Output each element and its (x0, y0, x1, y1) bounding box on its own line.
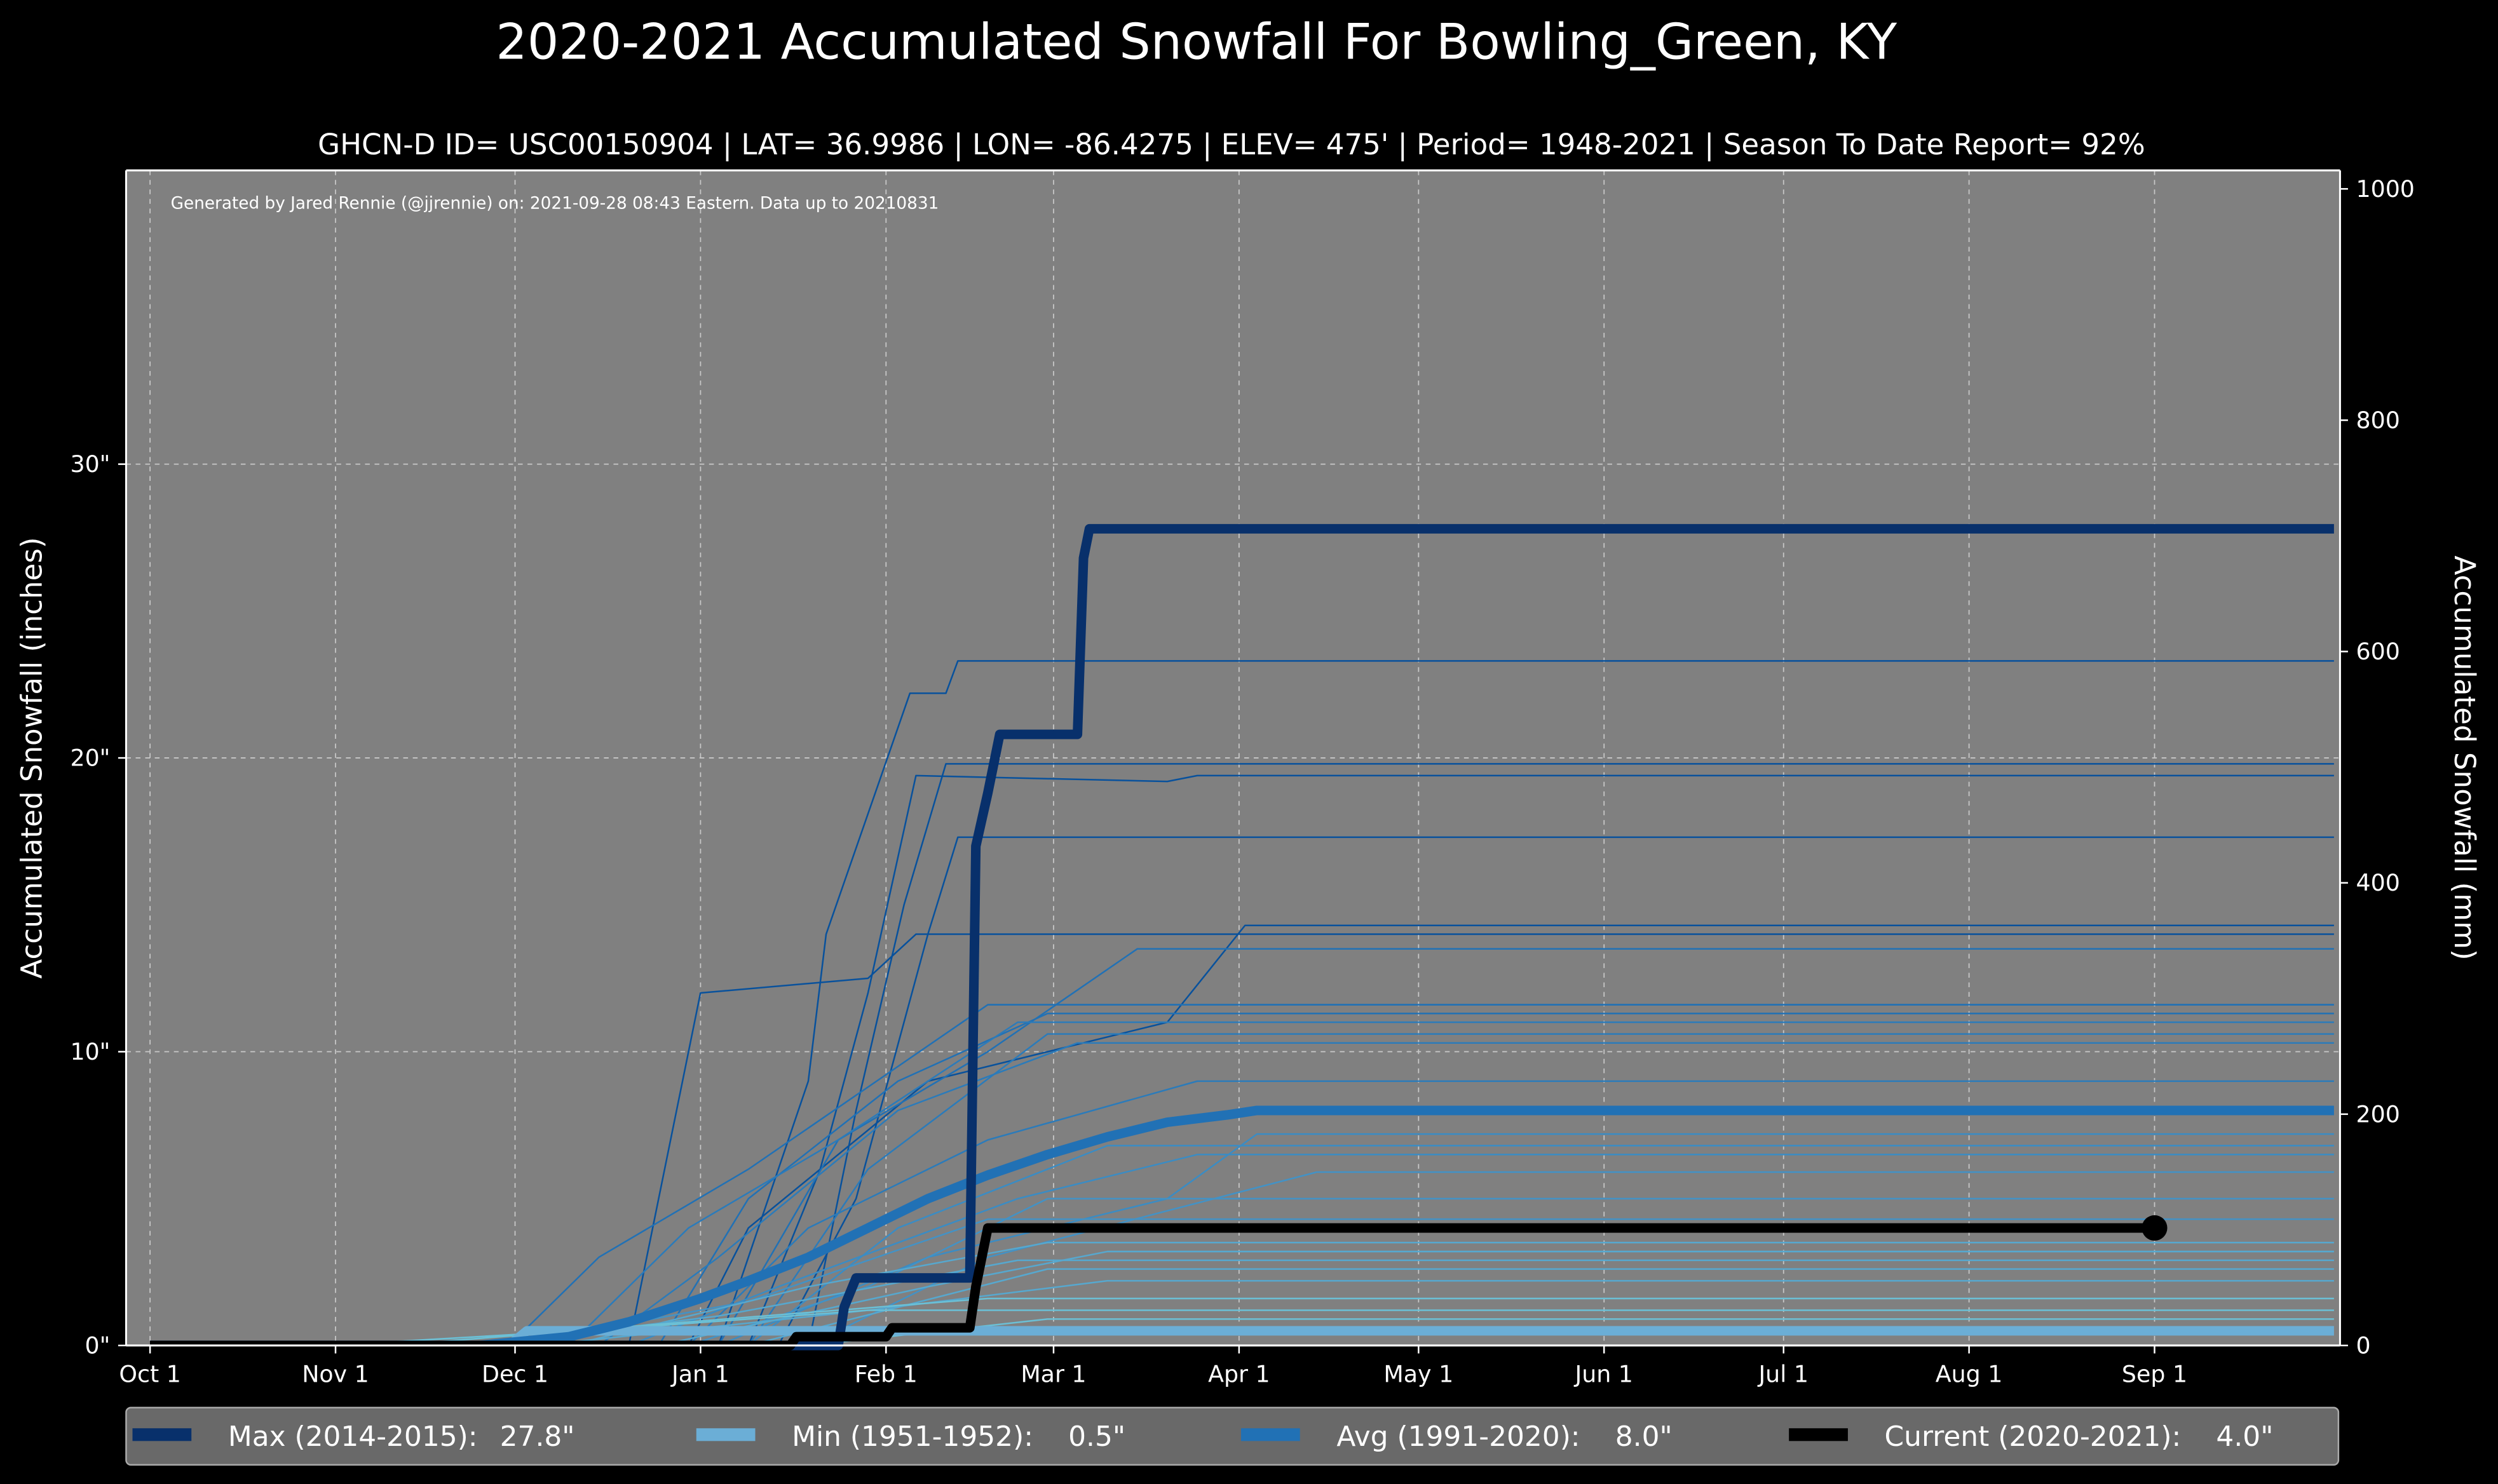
plot-area (126, 170, 2340, 1346)
y-right-tick-label: 800 (2356, 407, 2400, 434)
y-tick-label: 10" (70, 1038, 110, 1065)
series-line-avg (150, 1105, 2334, 1351)
y-axis-label-right: Accumulated Snowfall (mm) (2448, 556, 2481, 961)
current-end-marker (2142, 1215, 2168, 1241)
legend-swatch-avg (1240, 1428, 1300, 1441)
legend-swatch-max (132, 1428, 192, 1441)
x-tick-label: Mar 1 (1021, 1361, 1086, 1388)
y-right-tick-label: 600 (2356, 638, 2400, 665)
x-tick-label: Oct 1 (119, 1361, 180, 1388)
legend-swatch-min (696, 1428, 756, 1441)
y-axis-label-left: Accumulated Snowfall (inches) (15, 537, 49, 979)
axis-ticks: Oct 1 Nov 1 Dec 1 Jan 1 Feb 1 Mar 1 Apr 1 May 1… (70, 175, 2414, 1388)
y-right-tick-label: 200 (2356, 1100, 2400, 1128)
x-tick-label: Nov 1 (302, 1361, 369, 1388)
chart-title: 2020-2021 Accumulated Snowfall For Bowli… (496, 14, 1897, 71)
legend-swatch-current (1789, 1428, 1848, 1441)
legend: Max (2014-2015): 27.8" Min (1951-1952): 0.… (125, 1406, 2340, 1466)
y-tick-label: 30" (70, 450, 110, 478)
y-right-tick-label: 1000 (2356, 175, 2414, 203)
x-tick-label: Dec 1 (482, 1361, 548, 1388)
credit-text: Generated by Jared Rennie (@jjrennie) on… (171, 194, 939, 213)
main-series (150, 523, 2334, 1351)
series-line-max (150, 523, 2334, 1351)
y-tick-label: 0" (85, 1332, 111, 1359)
x-tick-label: Aug 1 (1936, 1361, 2003, 1388)
legend-box (125, 1406, 2340, 1466)
y-right-tick-label: 0 (2356, 1332, 2370, 1359)
x-tick-label: Jul 1 (1757, 1361, 1809, 1388)
x-tick-label: Jan 1 (670, 1361, 730, 1388)
y-right-tick-label: 400 (2356, 869, 2400, 896)
legend-label-max: Max (2014-2015): 27.8" (228, 1420, 575, 1453)
x-tick-label: Apr 1 (1208, 1361, 1270, 1388)
historical-seasons (150, 660, 2334, 1347)
x-tick-label: Sep 1 (2122, 1361, 2187, 1388)
chart-subtitle: GHCN-D ID= USC00150904 | LAT= 36.9986 | … (318, 128, 2145, 161)
historical-season-line (150, 660, 2334, 1347)
x-tick-label: Feb 1 (855, 1361, 918, 1388)
y-tick-label: 20" (70, 745, 110, 772)
legend-label-avg: Avg (1991-2020): 8.0" (1336, 1420, 1672, 1453)
series-line-current (150, 1223, 2155, 1351)
x-tick-label: May 1 (1383, 1361, 1453, 1388)
legend-label-current: Current (2020-2021): 4.0" (1885, 1420, 2274, 1453)
legend-label-min: Min (1951-1952): 0.5" (792, 1420, 1125, 1453)
x-tick-label: Jun 1 (1574, 1361, 1633, 1388)
